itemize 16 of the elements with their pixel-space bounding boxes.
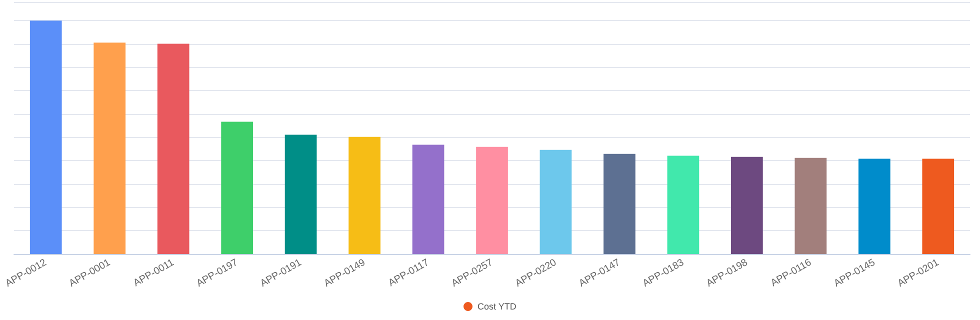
bar	[348, 136, 380, 254]
bar	[794, 158, 827, 254]
bar	[922, 158, 954, 254]
bar	[540, 150, 572, 254]
bar	[412, 144, 444, 254]
bar	[667, 156, 700, 254]
bar	[284, 134, 317, 254]
bar	[604, 154, 636, 254]
bar	[221, 122, 253, 254]
bar	[858, 158, 890, 254]
bar	[731, 156, 763, 254]
bar	[476, 146, 508, 254]
bar	[30, 20, 62, 254]
bar	[157, 44, 190, 254]
bar	[94, 42, 126, 254]
legend-label: Cost YTD	[477, 302, 517, 312]
